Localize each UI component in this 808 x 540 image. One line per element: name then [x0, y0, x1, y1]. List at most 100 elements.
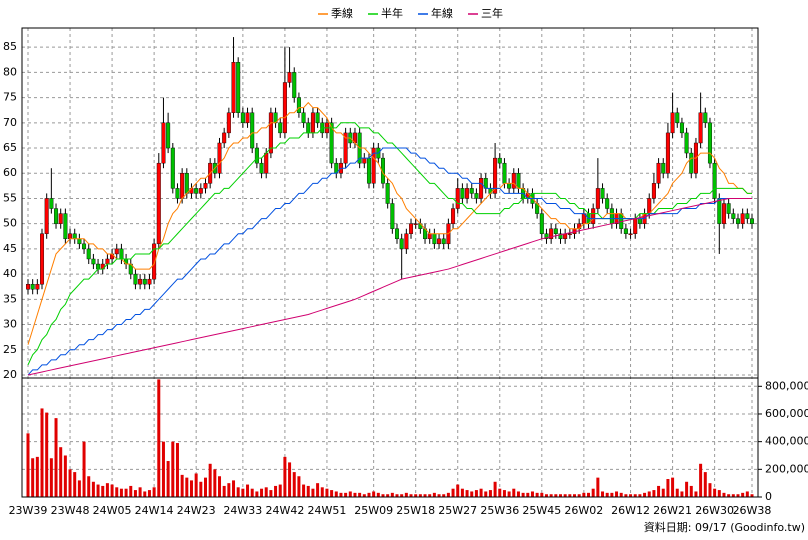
- candle-body: [310, 112, 315, 134]
- volume-bar: [544, 494, 548, 497]
- volume-bar: [40, 408, 44, 497]
- volume-bar: [367, 492, 371, 497]
- candle-body: [451, 208, 456, 224]
- volume-bar: [26, 433, 30, 497]
- volume-bar: [110, 484, 114, 497]
- candle-body: [474, 193, 479, 199]
- volume-bar: [362, 494, 366, 497]
- volume-bar: [269, 490, 273, 497]
- candle-body: [40, 233, 45, 285]
- candle-body: [460, 188, 465, 199]
- candle-body: [539, 213, 544, 234]
- volume-bar: [376, 492, 380, 497]
- volume-bar: [540, 492, 544, 497]
- volume-bar: [264, 487, 268, 497]
- volume-bar: [722, 492, 726, 497]
- candle-body: [404, 233, 409, 250]
- candle-body: [133, 273, 138, 285]
- volume-bar: [516, 491, 520, 497]
- candle-body: [567, 233, 572, 235]
- candle-body: [605, 198, 610, 209]
- y-tick-label: 20: [3, 368, 17, 381]
- moving-average-line: [27, 197, 752, 376]
- volume-bar: [666, 479, 670, 497]
- volume-bar: [400, 494, 404, 497]
- volume-bar: [629, 494, 633, 497]
- volume-bar: [689, 485, 693, 497]
- candle-body: [147, 278, 152, 285]
- candle-body: [142, 278, 147, 285]
- candle-body: [86, 248, 91, 260]
- candle-body: [362, 157, 367, 164]
- volume-bar: [643, 492, 647, 497]
- volume-bar: [456, 484, 460, 497]
- volume-bar: [325, 488, 329, 497]
- candle-body: [432, 233, 437, 245]
- volume-bar: [330, 490, 334, 497]
- candle-body: [656, 162, 661, 184]
- candle-body: [558, 233, 563, 240]
- volume-bar: [587, 492, 591, 497]
- candle-body: [259, 162, 264, 174]
- candle-body: [750, 218, 755, 224]
- volume-bar: [297, 476, 301, 497]
- candle-body: [380, 157, 385, 184]
- candle-body: [371, 147, 376, 184]
- y-tick-label: 45: [3, 242, 17, 255]
- y-tick-label: 30: [3, 318, 17, 331]
- y-tick-label: 60: [3, 166, 17, 179]
- volume-bar: [320, 487, 324, 497]
- candle-body: [721, 203, 726, 224]
- volume-bar: [63, 455, 67, 497]
- candle-body: [226, 112, 231, 134]
- candle-body: [661, 162, 666, 174]
- volume-bar: [283, 456, 287, 497]
- volume-bar: [339, 492, 343, 497]
- volume-bar: [479, 488, 483, 497]
- volume-bar: [731, 494, 735, 497]
- volume-bar: [316, 483, 320, 497]
- volume-bar: [661, 488, 665, 497]
- volume-bar: [610, 492, 614, 497]
- volume-bar: [680, 491, 684, 497]
- volume-bar: [390, 492, 394, 497]
- volume-bar: [222, 485, 226, 497]
- volume-bar: [591, 488, 595, 497]
- volume-bar: [549, 494, 553, 497]
- x-tick-label: 25W09: [354, 504, 393, 517]
- volume-bar: [428, 494, 432, 497]
- y2-tick-label: 0: [765, 490, 772, 503]
- candle-body: [675, 112, 680, 124]
- volume-bar: [101, 485, 105, 497]
- candle-body: [390, 203, 395, 229]
- volume-bar: [227, 483, 231, 497]
- volume-bar: [194, 473, 198, 497]
- candle-body: [292, 72, 297, 98]
- candle-body: [385, 183, 390, 204]
- volume-bar: [507, 491, 511, 497]
- y-tick-label: 55: [3, 191, 17, 204]
- volume-bar: [73, 472, 77, 497]
- volume-bar: [96, 484, 100, 497]
- x-tick-label: 26W38: [733, 504, 772, 517]
- candle-body: [72, 233, 77, 240]
- legend-label: 年線: [431, 6, 453, 20]
- candle-body: [511, 173, 516, 189]
- y-tick-label: 80: [3, 65, 17, 78]
- volume-bar: [446, 492, 450, 497]
- volume-bar: [708, 483, 712, 497]
- legend-label: 季線: [331, 6, 353, 20]
- volume-bar: [498, 488, 502, 497]
- x-tick-label: 26W30: [695, 504, 734, 517]
- volume-bar: [699, 463, 703, 497]
- volume-bar: [302, 484, 306, 497]
- volume-bar: [124, 488, 128, 497]
- candle-body: [544, 233, 549, 240]
- candle-body: [609, 208, 614, 224]
- volume-bar: [45, 412, 49, 497]
- volume-bar: [694, 491, 698, 497]
- candle-body: [623, 228, 628, 234]
- volume-bar: [175, 443, 179, 497]
- volume-bar: [82, 441, 86, 497]
- volume-bar: [232, 480, 236, 497]
